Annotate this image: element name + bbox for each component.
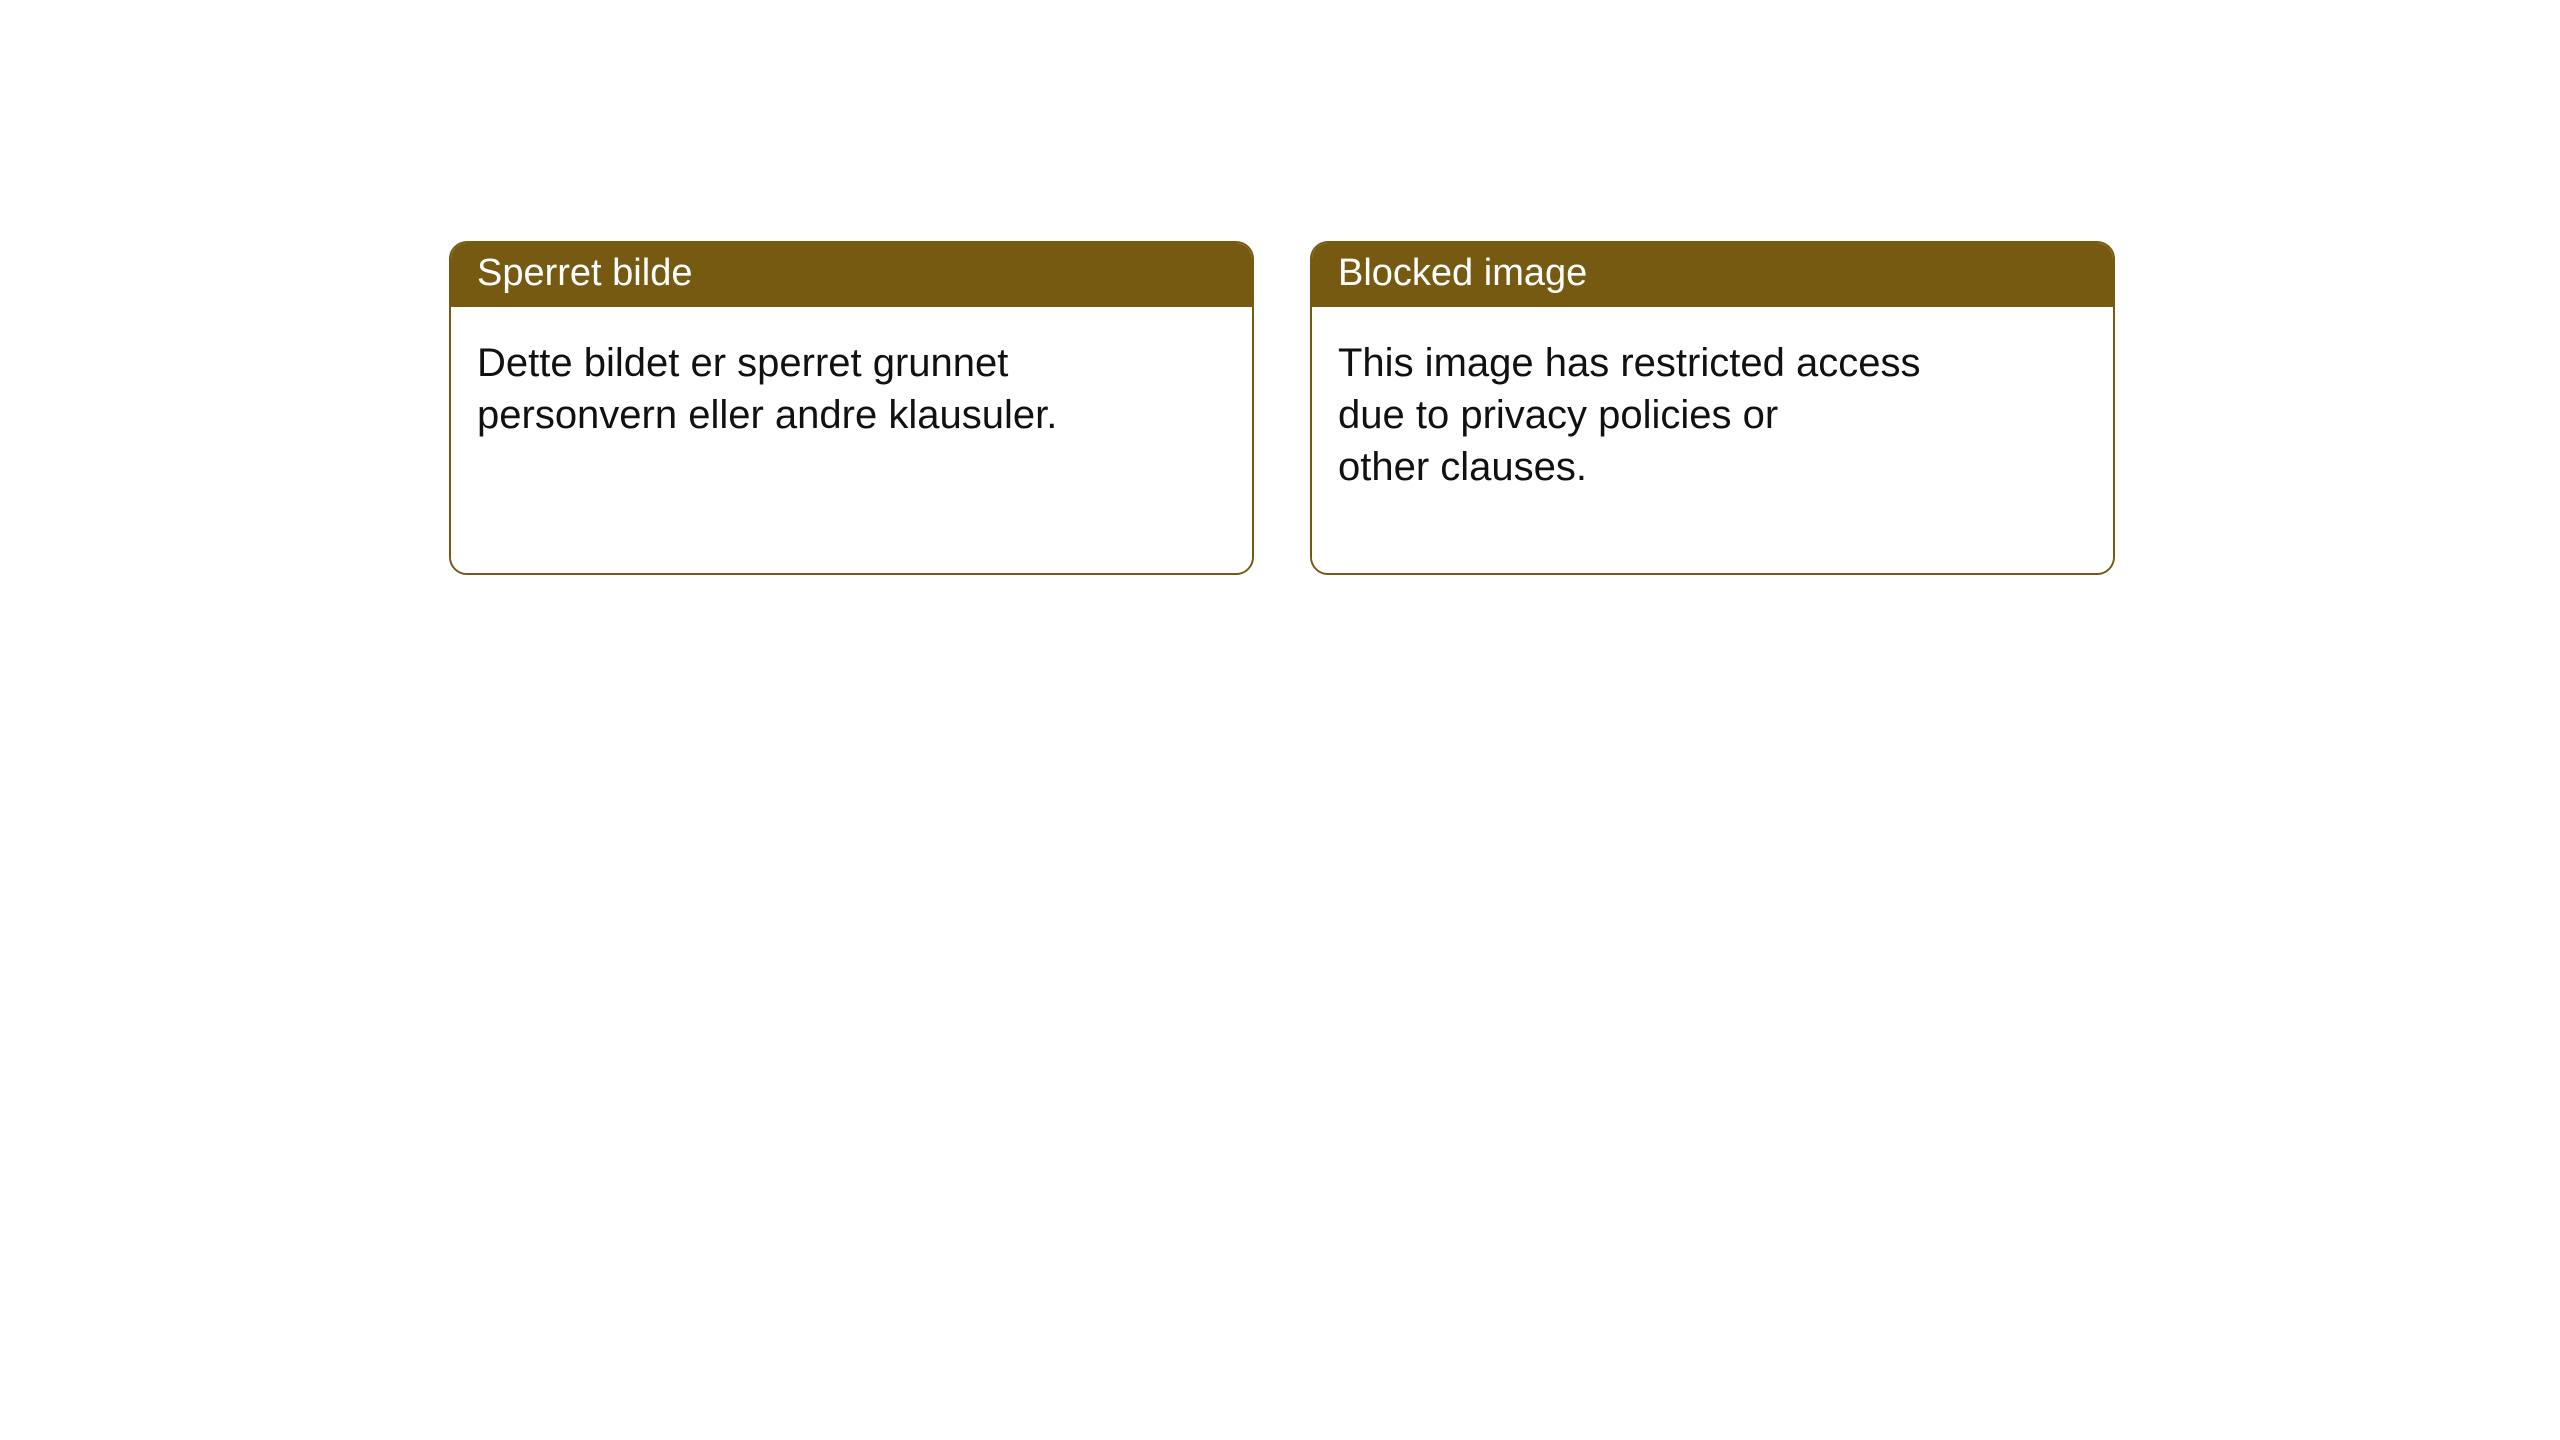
card-header: Blocked image (1312, 243, 2113, 307)
card-body: Dette bildet er sperret grunnet personve… (451, 307, 1252, 573)
card-header: Sperret bilde (451, 243, 1252, 307)
card-english: Blocked image This image has restricted … (1310, 241, 2115, 575)
card-body: This image has restricted access due to … (1312, 307, 2113, 573)
card-norwegian: Sperret bilde Dette bildet er sperret gr… (449, 241, 1254, 575)
cards-container: Sperret bilde Dette bildet er sperret gr… (0, 0, 2560, 575)
